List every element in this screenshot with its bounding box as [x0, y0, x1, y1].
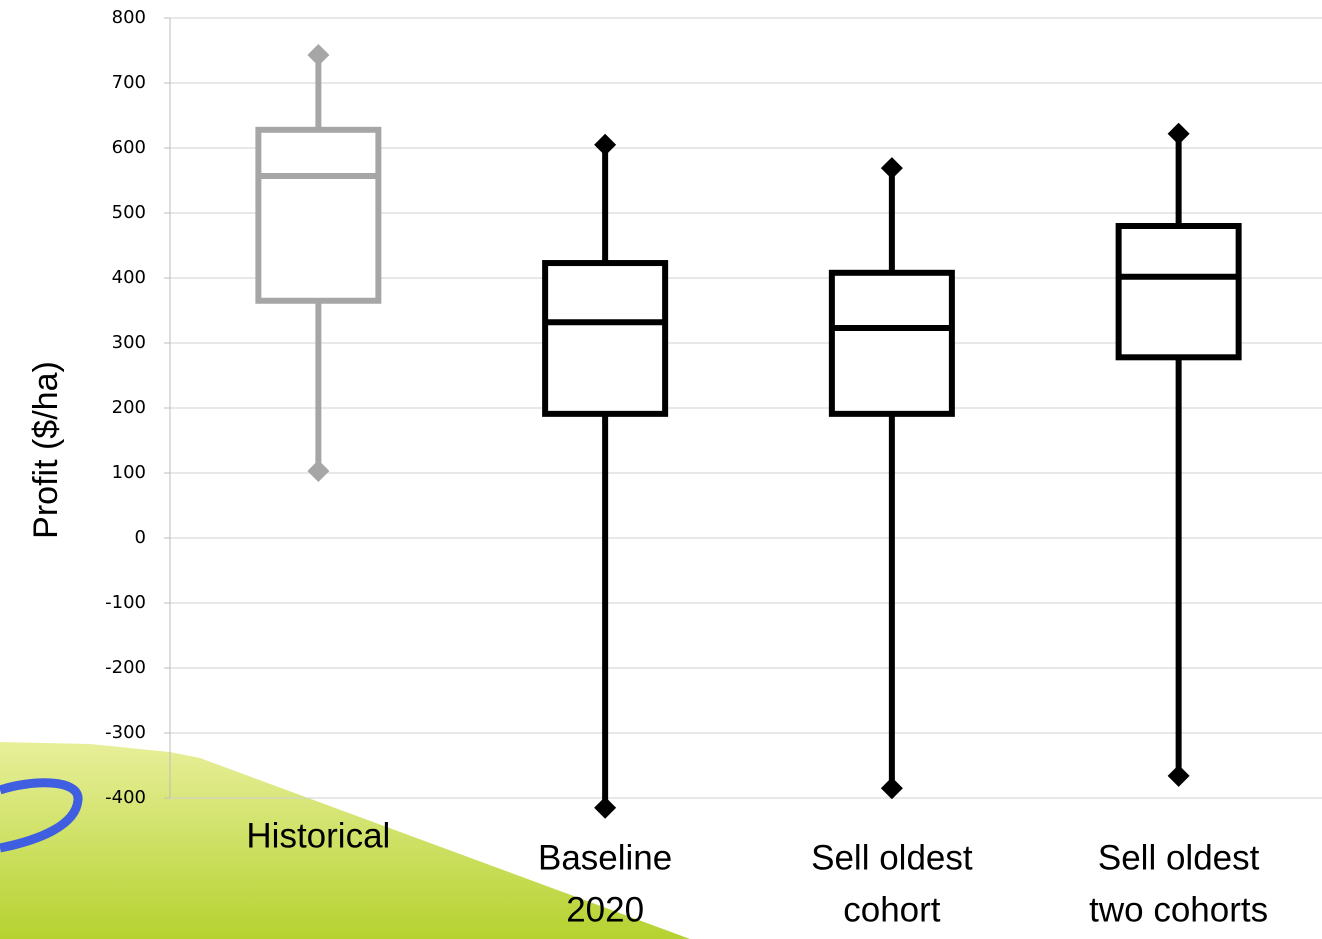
y-tick-label: 0: [135, 527, 146, 548]
box: [1115, 223, 1242, 361]
y-tick-label: -200: [105, 657, 146, 678]
y-tick-label: 300: [112, 332, 146, 353]
background-ground: [0, 742, 690, 939]
x-tick-label: Baseline: [538, 838, 672, 877]
box: [255, 126, 382, 304]
y-tick-label: 200: [112, 397, 146, 418]
whisker-cap: [1167, 764, 1190, 787]
y-tick-label: 700: [112, 72, 146, 93]
box: [828, 269, 955, 417]
background-river: [0, 778, 83, 853]
x-tick-label: Historical: [246, 816, 390, 855]
plot-area: -400 -300 -200 -100 0 100 200 300 400 500 600 700 80…: [105, 7, 1322, 929]
x-tick-label: cohort: [843, 890, 941, 929]
y-tick-label: -300: [105, 722, 146, 743]
y-tick-label: 400: [112, 267, 146, 288]
y-tick-label: 600: [112, 137, 146, 158]
y-tick-label: -100: [105, 592, 146, 613]
box: [542, 260, 669, 417]
whisker-cap: [307, 460, 330, 483]
whisker-cap: [594, 796, 617, 819]
whisker-cap: [594, 133, 617, 156]
y-axis-title: Profit ($/ha): [27, 361, 65, 539]
y-tick-label: 800: [112, 7, 146, 28]
x-tick-label: Sell oldest: [1098, 838, 1260, 877]
x-tick-label: Sell oldest: [811, 838, 973, 877]
x-tick-label: 2020: [566, 890, 644, 929]
whisker-cap: [880, 777, 903, 800]
whisker-cap: [1167, 122, 1190, 145]
y-tick-label: 500: [112, 202, 146, 223]
y-tick-label: 100: [112, 462, 146, 483]
whisker-cap: [880, 157, 903, 180]
y-tick-label: -400: [105, 787, 146, 808]
whisker-cap: [307, 44, 330, 67]
x-tick-label: two cohorts: [1089, 890, 1268, 929]
